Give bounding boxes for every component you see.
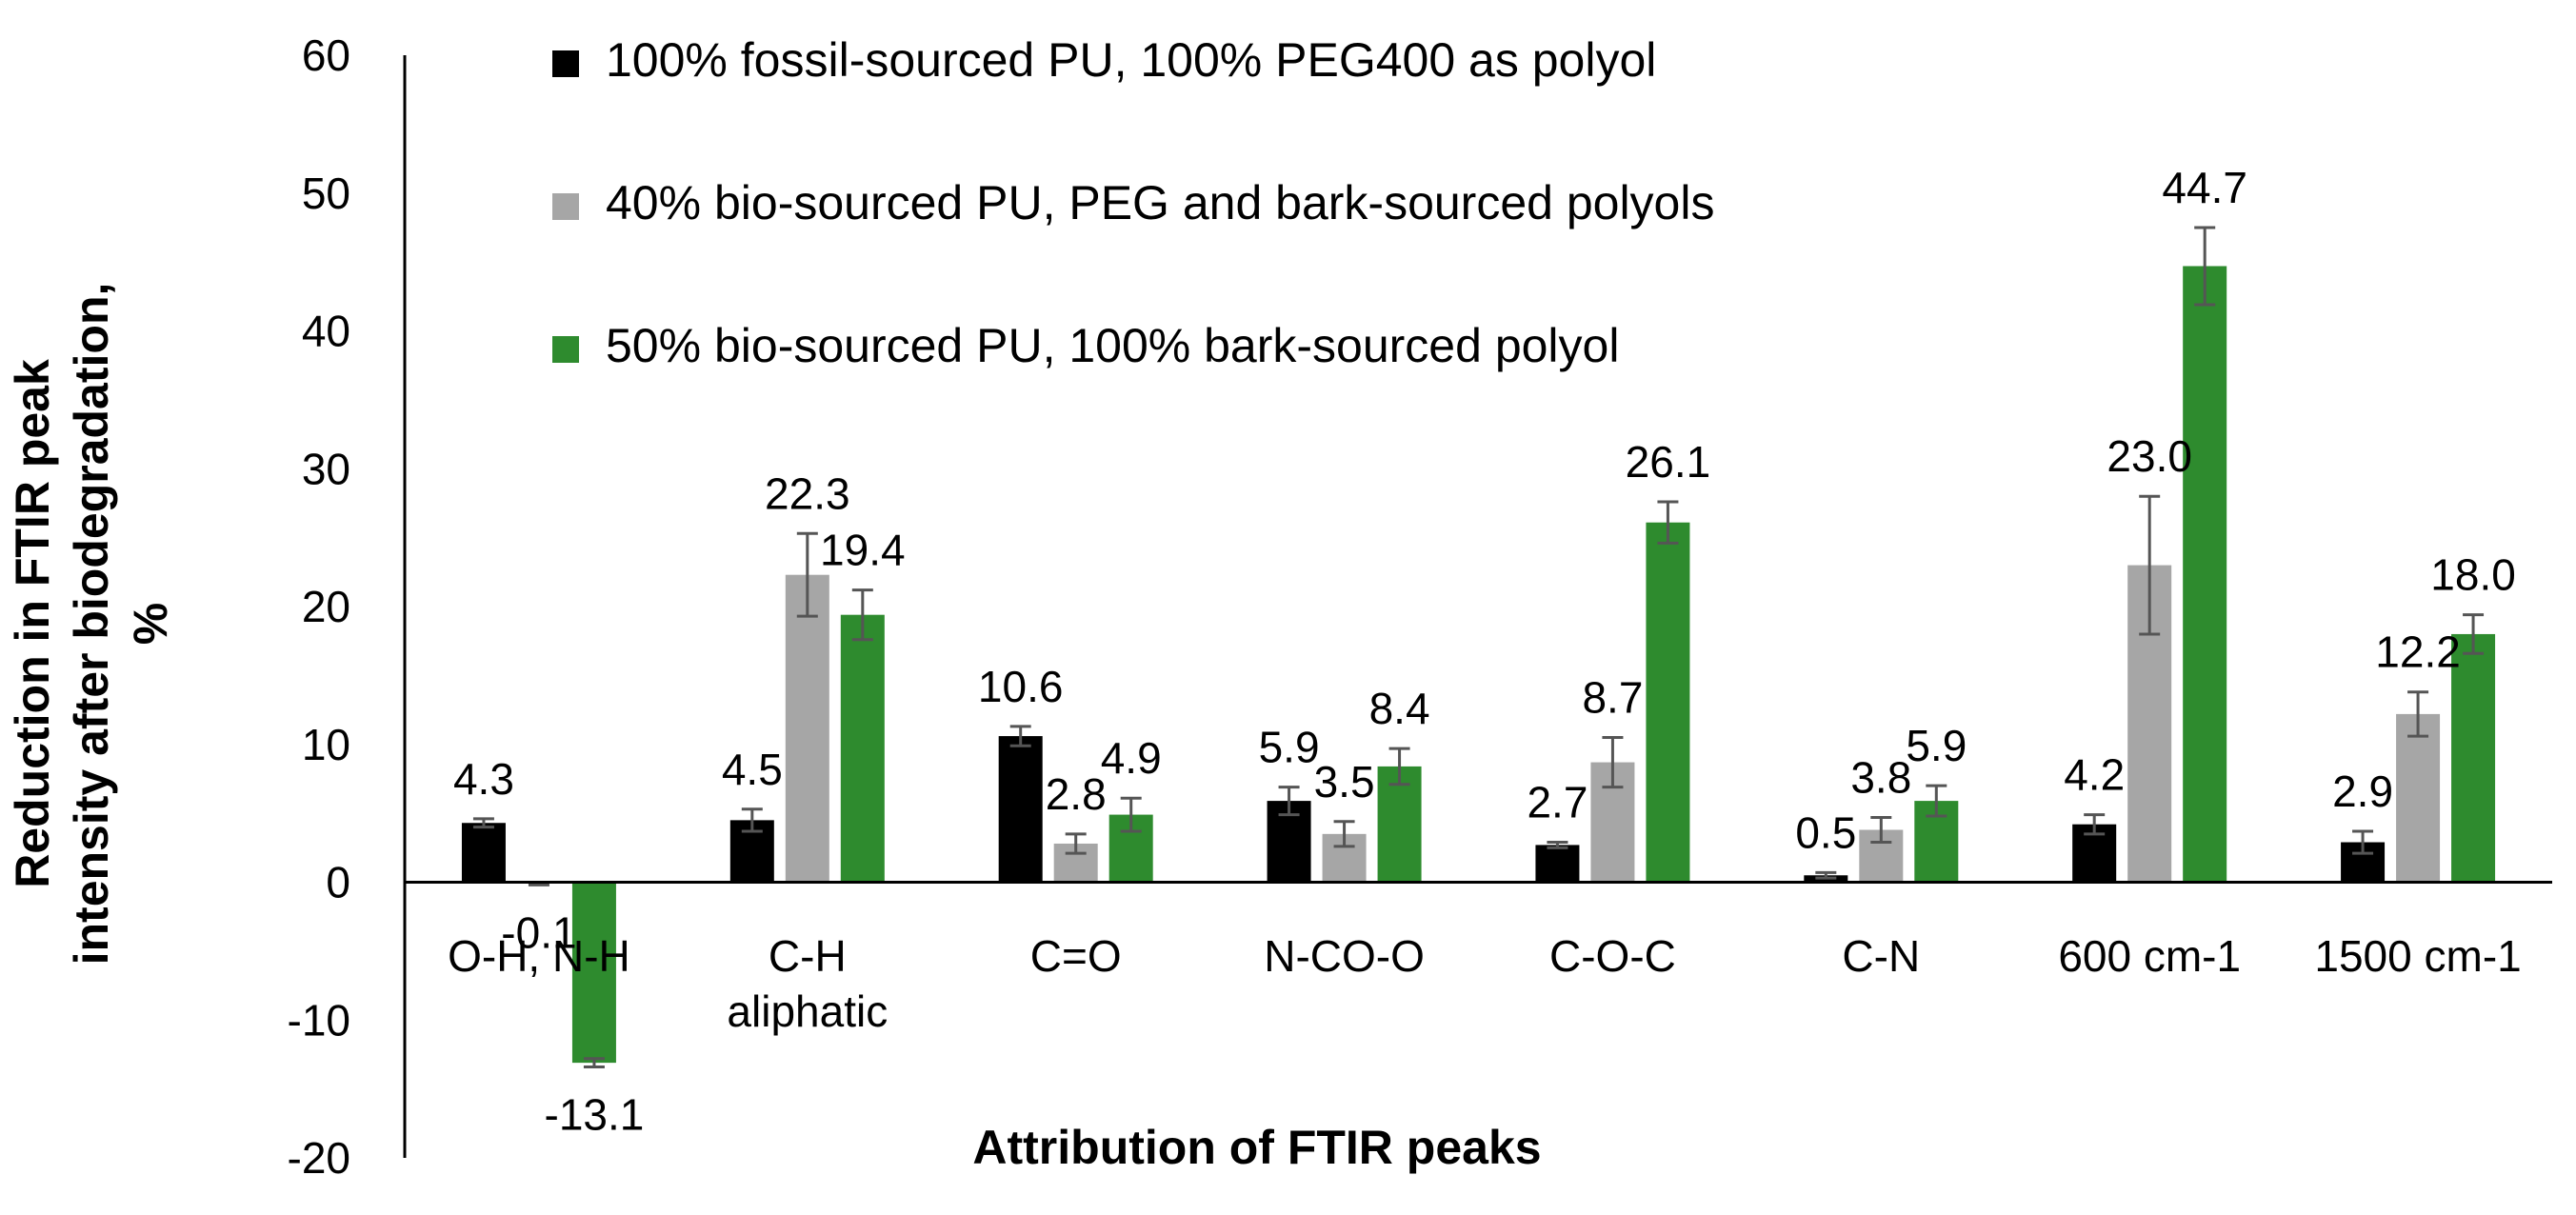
bar <box>1535 845 1580 883</box>
data-label: 3.8 <box>1850 752 1911 802</box>
x-tick-label-line: C-O-C <box>1549 931 1676 981</box>
data-label: 44.7 <box>2162 163 2247 212</box>
x-tick-label: O-H, N-H <box>448 931 630 981</box>
data-label: 5.9 <box>1906 721 1967 770</box>
x-tick-label: C-O-C <box>1549 931 1676 981</box>
y-tick-label: 30 <box>302 444 350 493</box>
data-labels: 4.3-0.1-13.14.522.319.410.62.84.9 5.93.58… <box>453 163 2516 1140</box>
bar <box>1646 522 1690 883</box>
x-tick-label-line: N-CO-O <box>1264 931 1425 981</box>
x-tick-label-line: C-N <box>1842 931 1920 981</box>
legend-label: 40% bio-sourced PU, PEG and bark-sourced… <box>606 176 1714 229</box>
legend-label: 50% bio-sourced PU, 100% bark-sourced po… <box>606 319 1619 372</box>
y-tick-label: 40 <box>302 307 350 356</box>
data-label: 2.8 <box>1046 769 1107 819</box>
y-tick-label: 60 <box>302 30 350 80</box>
data-label: 3.5 <box>1314 757 1375 807</box>
y-tick-label: 20 <box>302 582 350 631</box>
legend: 100% fossil-sourced PU, 100% PEG400 as p… <box>552 33 1714 372</box>
y-tick-label: 10 <box>302 720 350 769</box>
bars <box>461 266 2496 1064</box>
y-axis-title-line: Reduction in FTIR peak <box>6 359 59 888</box>
x-tick-label-line: C=O <box>1030 931 1122 981</box>
y-axis-title-line: % <box>124 603 177 645</box>
x-tick-label-line: 1500 cm-1 <box>2314 931 2521 981</box>
x-tick-label-line: O-H, N-H <box>448 931 630 981</box>
legend-swatch <box>552 50 579 77</box>
data-label: 4.5 <box>722 745 783 794</box>
x-tick-label-line: aliphatic <box>727 986 888 1036</box>
y-tick-label: -10 <box>288 995 350 1045</box>
y-axis-title: Reduction in FTIR peak intensity after bi… <box>6 283 177 966</box>
data-label: 8.7 <box>1582 673 1643 723</box>
y-tick-label: 0 <box>326 858 350 907</box>
bar <box>2396 713 2441 883</box>
bar <box>461 823 506 883</box>
data-label: 12.2 <box>2375 627 2461 677</box>
data-label: 10.6 <box>978 662 1064 711</box>
data-label: 4.2 <box>2064 750 2125 800</box>
data-label: 23.0 <box>2107 431 2192 481</box>
bar <box>785 574 829 883</box>
data-label: -0.1 <box>501 907 576 957</box>
x-tick-label-line: 600 cm-1 <box>2058 931 2241 981</box>
data-label: -13.1 <box>545 1089 645 1139</box>
data-label: 8.4 <box>1369 684 1430 733</box>
data-label: 0.5 <box>1795 807 1856 857</box>
legend-swatch <box>552 336 579 363</box>
x-axis: O-H, N-H C-H aliphatic C=O N-CO-O C-O-C C-N 600… <box>405 881 2552 1036</box>
data-label: 18.0 <box>2430 550 2516 600</box>
legend-swatch <box>552 193 579 220</box>
data-label: 22.3 <box>765 468 850 518</box>
bar <box>998 736 1043 883</box>
x-tick-label: C-N <box>1842 931 1920 981</box>
x-tick-label: C=O <box>1030 931 1122 981</box>
data-label: 4.9 <box>1101 733 1162 783</box>
data-label: 4.3 <box>453 754 514 804</box>
bar <box>2183 266 2227 883</box>
y-axis: -20 -10 0 10 20 30 40 50 60 <box>288 30 407 1183</box>
data-label: 5.9 <box>1259 723 1320 772</box>
data-label: 26.1 <box>1626 437 1711 487</box>
x-tick-label: 1500 cm-1 <box>2314 931 2521 981</box>
x-tick-label-line: C-H <box>769 931 847 981</box>
x-tick-label: N-CO-O <box>1264 931 1425 981</box>
x-tick-label: 600 cm-1 <box>2058 931 2241 981</box>
legend-label: 100% fossil-sourced PU, 100% PEG400 as p… <box>606 33 1656 87</box>
bar <box>571 882 616 1064</box>
error-bars <box>472 226 2485 1068</box>
data-label: 2.7 <box>1527 778 1588 827</box>
y-tick-label: -20 <box>288 1133 350 1183</box>
y-tick-label: 50 <box>302 169 350 218</box>
x-tick-label: C-H aliphatic <box>727 931 888 1036</box>
x-axis-title: Attribution of FTIR peaks <box>972 1121 1541 1174</box>
y-axis-title-line: intensity after biodegradation, <box>65 283 118 966</box>
bar <box>2451 633 2496 883</box>
data-label: 19.4 <box>820 526 906 575</box>
bar <box>840 614 885 883</box>
data-label: 2.9 <box>2332 767 2393 816</box>
